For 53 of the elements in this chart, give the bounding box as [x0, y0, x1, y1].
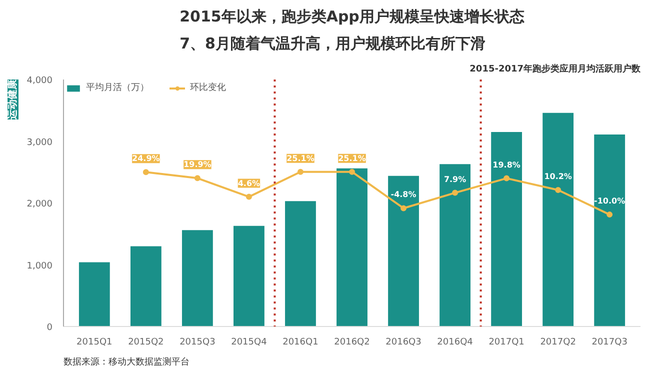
bar: [78, 262, 110, 326]
bar: [182, 230, 213, 326]
data-label: 24.9%: [132, 154, 160, 164]
x-tick-label: 2015Q1: [76, 338, 112, 348]
bar: [336, 168, 368, 326]
point: [606, 212, 613, 218]
x-tick-label: 2017Q1: [488, 338, 524, 348]
point: [297, 168, 304, 175]
bar: [594, 134, 626, 326]
x-tick-label: 2016Q2: [334, 338, 370, 348]
bar: [130, 246, 162, 326]
y-tick-label: 3,000: [26, 138, 53, 148]
data-label: -10.0%: [594, 196, 626, 206]
point: [452, 190, 458, 196]
point: [194, 175, 200, 182]
data-label: 19.8%: [492, 160, 520, 170]
data-label: 4.6%: [238, 178, 260, 188]
bar: [234, 226, 264, 326]
x-tick-label: 2015Q2: [128, 338, 164, 348]
data-label: 25.1%: [286, 154, 314, 163]
x-tick-label: 2017Q2: [540, 338, 576, 348]
x-tick-label: 2015Q4: [231, 338, 268, 348]
point: [400, 205, 407, 212]
point: [246, 194, 252, 200]
chart-subtitle: 2015-2017年跑步类应用月均活跃用户数: [470, 64, 642, 74]
bar: [542, 112, 574, 326]
y-tick-label: 4,000: [26, 76, 53, 86]
data-label: -4.8%: [390, 190, 416, 200]
source-note: 数据来源：移动大数据监测平台: [64, 356, 190, 368]
point: [349, 168, 355, 175]
chart-title: 2015年以来，跑步类App用户规模呈快速增长状态 7、8月随着气温升高，用户规模环比有所下滑: [180, 8, 524, 52]
bar: [285, 201, 316, 326]
legend-label: 平均月活（万）: [86, 82, 149, 94]
x-tick-label: 2015Q3: [180, 338, 216, 348]
y-tick-label: 1,000: [26, 261, 53, 272]
point: [504, 175, 510, 182]
data-label: 19.9%: [184, 160, 212, 170]
x-tick-label: 2017Q3: [592, 338, 628, 348]
y-tick-label: 2,000: [26, 200, 53, 210]
y-tick-label: 0: [46, 323, 53, 333]
bar: [440, 164, 470, 326]
x-tick-label: 2016Q4: [437, 338, 474, 348]
point: [142, 169, 149, 176]
bar: [388, 176, 419, 326]
text: 运动健康: [6, 78, 18, 120]
data-label: 10.2%: [544, 172, 572, 181]
point: [555, 186, 562, 193]
bar: [491, 132, 522, 326]
legend-label: 环比变化: [190, 82, 226, 94]
data-label: 7.9%: [444, 174, 466, 184]
x-tick-label: 2016Q1: [282, 338, 318, 348]
x-tick-label: 2016Q3: [386, 338, 422, 348]
data-label: 25.1%: [338, 154, 366, 163]
